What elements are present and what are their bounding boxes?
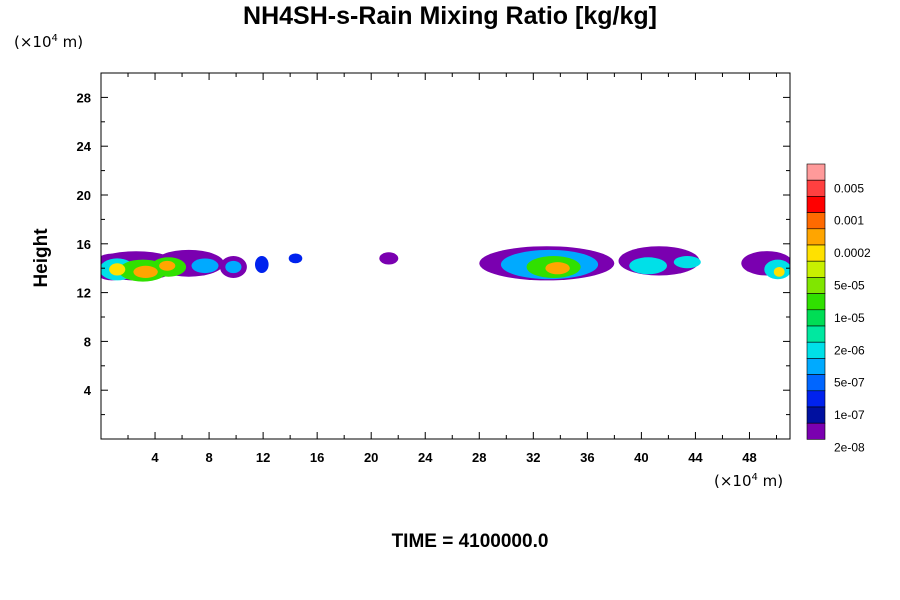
colorbar-swatch bbox=[806, 196, 826, 213]
y-tick-label: 4 bbox=[84, 383, 92, 398]
colorbar-swatch bbox=[806, 390, 826, 408]
x-tick-label: 28 bbox=[472, 450, 486, 465]
colorbar-label: 2e-06 bbox=[834, 343, 865, 357]
colorbar-swatch bbox=[806, 179, 826, 197]
x-tick-label: 24 bbox=[418, 450, 433, 465]
field-cell-8 bbox=[225, 260, 242, 274]
colorbar-swatch bbox=[806, 406, 826, 424]
x-tick-label: 40 bbox=[634, 450, 648, 465]
x-tick-label: 12 bbox=[256, 450, 270, 465]
field-cell-7 bbox=[191, 258, 219, 274]
colorbar-swatch bbox=[806, 325, 826, 343]
colorbar-swatch bbox=[806, 341, 826, 359]
y-tick-label: 24 bbox=[77, 139, 92, 154]
colorbar-swatch bbox=[806, 309, 826, 327]
y-tick-label: 12 bbox=[77, 286, 91, 301]
y-tick-label: 20 bbox=[77, 188, 91, 203]
field-cell-10 bbox=[133, 265, 158, 278]
plot-frame bbox=[100, 72, 791, 440]
colorbar-label: 5e-05 bbox=[834, 279, 865, 293]
x-unit-suffix: m) bbox=[757, 472, 784, 490]
x-tick-label: 44 bbox=[688, 450, 703, 465]
field-cell-20 bbox=[629, 257, 667, 275]
field-cell-24 bbox=[773, 267, 785, 277]
colorbar: 0.005 0.001 0.0002 5e-05 1e-05 2e-06 5e-07 1e-0… bbox=[806, 163, 871, 455]
x-tick-label: 32 bbox=[526, 450, 540, 465]
field-cells bbox=[101, 246, 790, 282]
colorbar-swatch bbox=[806, 422, 826, 440]
colorbar-label: 0.001 bbox=[834, 214, 864, 228]
colorbar-swatch bbox=[806, 212, 826, 230]
colorbar-label: 0.005 bbox=[834, 181, 864, 195]
colorbar-swatch bbox=[806, 244, 826, 262]
field-cell-9 bbox=[109, 263, 126, 276]
x-tick-label: 4 bbox=[151, 450, 159, 465]
colorbar-label: 5e-07 bbox=[834, 376, 865, 390]
chart-title: NH4SH-s-Rain Mixing Ratio [kg/kg] bbox=[243, 2, 657, 30]
colorbar-swatch bbox=[806, 293, 826, 311]
colorbar-swatch bbox=[806, 374, 826, 392]
colorbar-label: 1e-05 bbox=[834, 311, 865, 325]
time-label: TIME = 4100000.0 bbox=[391, 531, 549, 552]
y-tick-label: 28 bbox=[77, 90, 91, 105]
y-axis-unit: (×104 m) bbox=[14, 33, 83, 51]
field-cell-13 bbox=[288, 253, 303, 264]
y-tick-label: 16 bbox=[77, 237, 91, 252]
x-tick-label: 20 bbox=[364, 450, 378, 465]
colorbar-swatch bbox=[806, 277, 826, 294]
colorbar-label: 0.0002 bbox=[834, 246, 871, 260]
field-cell-21 bbox=[673, 256, 701, 269]
colorbar-label: 1e-07 bbox=[834, 408, 865, 422]
colorbar-swatch bbox=[806, 358, 826, 375]
x-tick-label: 36 bbox=[580, 450, 594, 465]
x-tick-label: 48 bbox=[742, 450, 756, 465]
colorbar-swatch bbox=[806, 228, 826, 246]
colorbar-swatch bbox=[806, 260, 826, 278]
field-cell-14 bbox=[379, 252, 399, 265]
field-cell-18 bbox=[545, 262, 570, 275]
x-axis-unit: (×104 m) bbox=[714, 472, 783, 490]
x-tick-label: 8 bbox=[205, 450, 212, 465]
x-tick-label: 16 bbox=[310, 450, 324, 465]
field-cell-11 bbox=[159, 260, 176, 271]
y-tick-label: 8 bbox=[84, 334, 91, 349]
x-unit-prefix: (×10 bbox=[714, 472, 752, 490]
field-cell-12 bbox=[254, 256, 269, 273]
y-unit-suffix: m) bbox=[57, 33, 84, 51]
colorbar-label: 2e-08 bbox=[834, 441, 865, 455]
y-unit-prefix: (×10 bbox=[14, 33, 52, 51]
y-unit-exponent: 4 bbox=[51, 33, 58, 44]
colorbar-swatch bbox=[806, 163, 826, 181]
x-unit-exponent: 4 bbox=[751, 472, 758, 483]
